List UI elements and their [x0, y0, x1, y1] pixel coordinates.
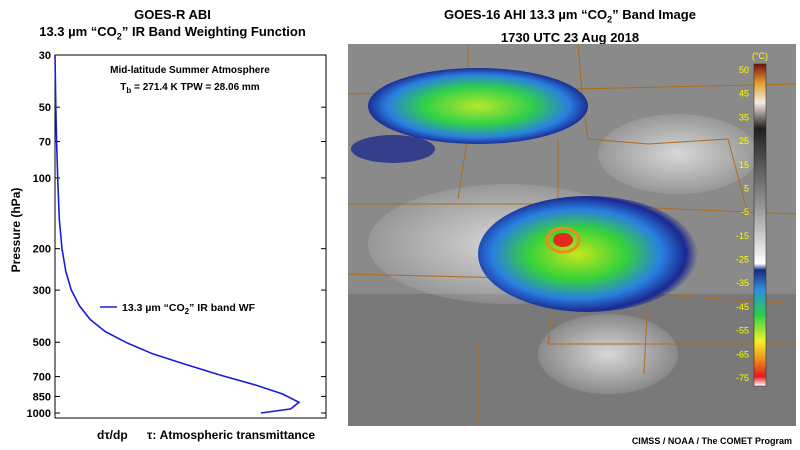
plot-frame [54, 54, 327, 419]
cloud-haze [538, 314, 678, 394]
storm-core-ring [545, 226, 581, 254]
atmosphere-annotation: Mid-latitude Summer Atmosphere [110, 65, 270, 76]
colorbar-tick-label: -35 [736, 278, 749, 288]
y-tick-label: 500 [33, 337, 51, 349]
legend-label: 13.3 µm “CO2” IR band WF [122, 302, 256, 316]
colorbar-tick-label: -45 [736, 302, 749, 312]
colorbar-tick-label: -15 [736, 231, 749, 241]
y-axis-ticks: 30 50 70 100 200 300 500 700 850 1000 [27, 50, 326, 420]
colorbar-ticks: 50 45 35 25 15 5 -5 -15 -25 -35 -45 -55 -65 -75 [736, 65, 749, 383]
colorbar-tick-label: -65 [736, 349, 749, 359]
y-tick-label: 700 [33, 372, 51, 384]
colorbar-tick-label: -5 [741, 207, 749, 217]
y-tick-label: 850 [33, 391, 51, 403]
colorbar [753, 63, 767, 387]
y-tick-label: 1000 [27, 408, 51, 420]
weighting-function-curve [54, 54, 301, 414]
northern-storm [368, 68, 588, 144]
title-line-1: GOES-16 AHI 13.3 µm “CO2” Band Image [444, 7, 696, 25]
colorbar-tick-label: -75 [736, 373, 749, 383]
satellite-image: (°C) 50 45 35 25 15 5 -5 -15 -25 -35 -45 -55 -65 -75 [348, 44, 796, 426]
y-tick-label: 100 [33, 173, 51, 185]
colorbar-tick-label: 5 [744, 183, 749, 193]
colorbar-tick-label: 35 [739, 112, 749, 122]
colorbar-tick-label: 25 [739, 136, 749, 146]
y-tick-label: 200 [33, 244, 51, 256]
y-axis-label: Pressure (hPa) [9, 188, 23, 273]
colorbar-tick-label: 50 [739, 65, 749, 75]
northern-storm-tail [351, 135, 435, 163]
tb-tpw-annotation: Tb = 271.4 K TPW = 28.06 mm [120, 82, 260, 95]
storm-core [553, 233, 573, 247]
title-line-2: 13.3 µm “CO2” IR Band Weighting Function [39, 24, 306, 42]
y-tick-label: 70 [39, 137, 51, 149]
band-image-title: GOES-16 AHI 13.3 µm “CO2” Band Image 173… [350, 6, 790, 46]
y-tick-label: 50 [39, 102, 51, 114]
x-axis-label: dτ/dp [97, 428, 128, 442]
colorbar-tick-label: 15 [739, 160, 749, 170]
transmittance-note: τ: Atmospheric transmittance [147, 428, 316, 442]
weighting-function-title: GOES-R ABI 13.3 µm “CO2” IR Band Weighti… [0, 6, 345, 46]
credit-text: CIMSS / NOAA / The COMET Program [631, 436, 792, 446]
colorbar-unit: (°C) [752, 51, 768, 61]
colorbar-tick-label: -25 [736, 255, 749, 265]
weighting-function-chart: Pressure (hPa) 30 50 70 100 200 300 500 700 850 1… [9, 50, 327, 420]
title-line-1: GOES-R ABI [134, 7, 211, 22]
colorbar-tick-label: -55 [736, 326, 749, 336]
colorbar-tick-label: 45 [739, 89, 749, 99]
y-tick-label: 30 [39, 50, 51, 62]
southern-storm [478, 196, 698, 312]
cloud-haze [598, 114, 758, 194]
title-line-2: 1730 UTC 23 Aug 2018 [500, 29, 640, 45]
y-tick-label: 300 [33, 285, 51, 297]
